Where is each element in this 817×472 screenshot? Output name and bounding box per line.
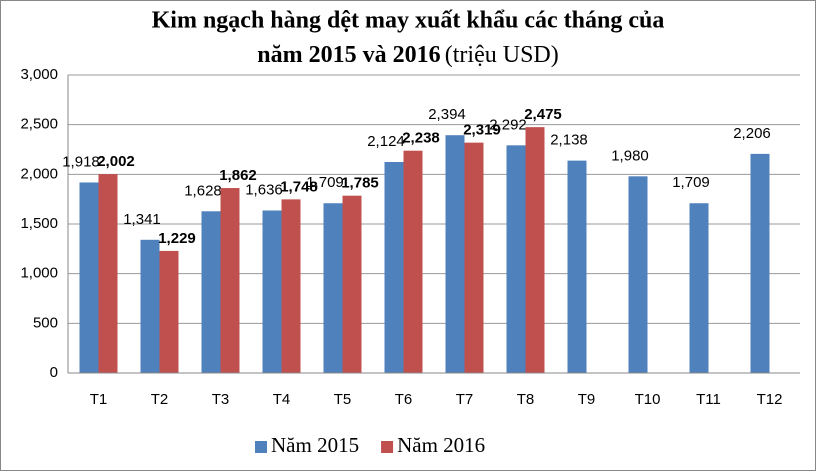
- value-label: 1,709: [306, 174, 344, 191]
- value-label: 1,748: [280, 178, 318, 195]
- chart-title-part: năm 2015 và 2016: [257, 42, 440, 68]
- bar: [323, 203, 343, 373]
- value-label: 2,124: [367, 133, 405, 150]
- x-tick-label: T6: [395, 391, 413, 408]
- bar: [281, 199, 301, 373]
- x-tick-label: T1: [90, 391, 108, 408]
- y-tick-label: 0: [50, 364, 58, 381]
- bar: [384, 162, 404, 373]
- value-label: 1,229: [158, 230, 196, 247]
- value-label: 1,628: [184, 182, 222, 199]
- bar: [403, 150, 423, 373]
- x-tick-label: T5: [334, 391, 352, 408]
- value-label: 2,475: [524, 106, 562, 123]
- legend-label: Năm 2015: [271, 433, 359, 457]
- value-label: 2,394: [428, 106, 466, 123]
- legend-swatch: [381, 441, 394, 453]
- x-tick-label: T10: [635, 391, 661, 408]
- chart-title-unit: (triệu USD): [445, 42, 559, 68]
- value-label: 1,862: [219, 167, 257, 184]
- legend-swatch: [255, 441, 267, 453]
- bar: [628, 176, 648, 373]
- value-label: 2,292: [489, 116, 527, 133]
- bar: [342, 195, 362, 373]
- value-label: 1,341: [123, 211, 161, 228]
- value-label: 2,238: [402, 130, 440, 147]
- bar: [750, 153, 770, 373]
- legend-label: Năm 2016: [397, 433, 485, 457]
- value-label: 1,918: [62, 153, 100, 170]
- bar: [79, 182, 99, 373]
- y-tick-label: 1,000: [20, 265, 58, 282]
- x-tick-label: T8: [517, 391, 535, 408]
- bar: [567, 160, 587, 373]
- bar: [262, 210, 282, 373]
- x-tick-label: T7: [456, 391, 474, 408]
- bar: [201, 211, 221, 373]
- x-tick-label: T3: [212, 391, 230, 408]
- x-tick-label: T2: [151, 391, 169, 408]
- x-tick-label: T11: [696, 391, 721, 408]
- chart-title-line-2: năm 2015 và 2016 (triệu USD): [257, 42, 559, 68]
- bar: [506, 145, 526, 373]
- bar: [159, 250, 179, 373]
- x-tick-label: T12: [757, 391, 783, 408]
- bar: [445, 135, 465, 373]
- value-label: 1,709: [672, 174, 710, 191]
- value-label: 1,636: [245, 181, 283, 198]
- value-label: 2,002: [97, 153, 135, 170]
- bar: [98, 174, 118, 373]
- y-tick-label: 2,000: [20, 165, 58, 182]
- y-tick-label: 1,500: [20, 215, 58, 232]
- value-label: 1,980: [611, 147, 649, 164]
- y-tick-label: 500: [33, 314, 58, 331]
- y-tick-label: 3,000: [20, 66, 58, 83]
- chart-title-line: Kim ngạch hàng dệt may xuất khẩu các thá…: [152, 8, 665, 34]
- value-label: 1,785: [341, 175, 379, 192]
- x-tick-label: T4: [273, 391, 291, 408]
- value-label: 2,138: [550, 132, 588, 149]
- x-tick-label: T9: [578, 391, 596, 408]
- bar: [140, 239, 160, 373]
- value-label: 2,206: [733, 125, 771, 142]
- bar: [689, 203, 709, 373]
- value-label: 2,319: [463, 122, 501, 139]
- bar: [464, 142, 484, 373]
- bar: [525, 127, 545, 374]
- bar: [220, 188, 240, 373]
- y-tick-label: 2,500: [20, 116, 58, 133]
